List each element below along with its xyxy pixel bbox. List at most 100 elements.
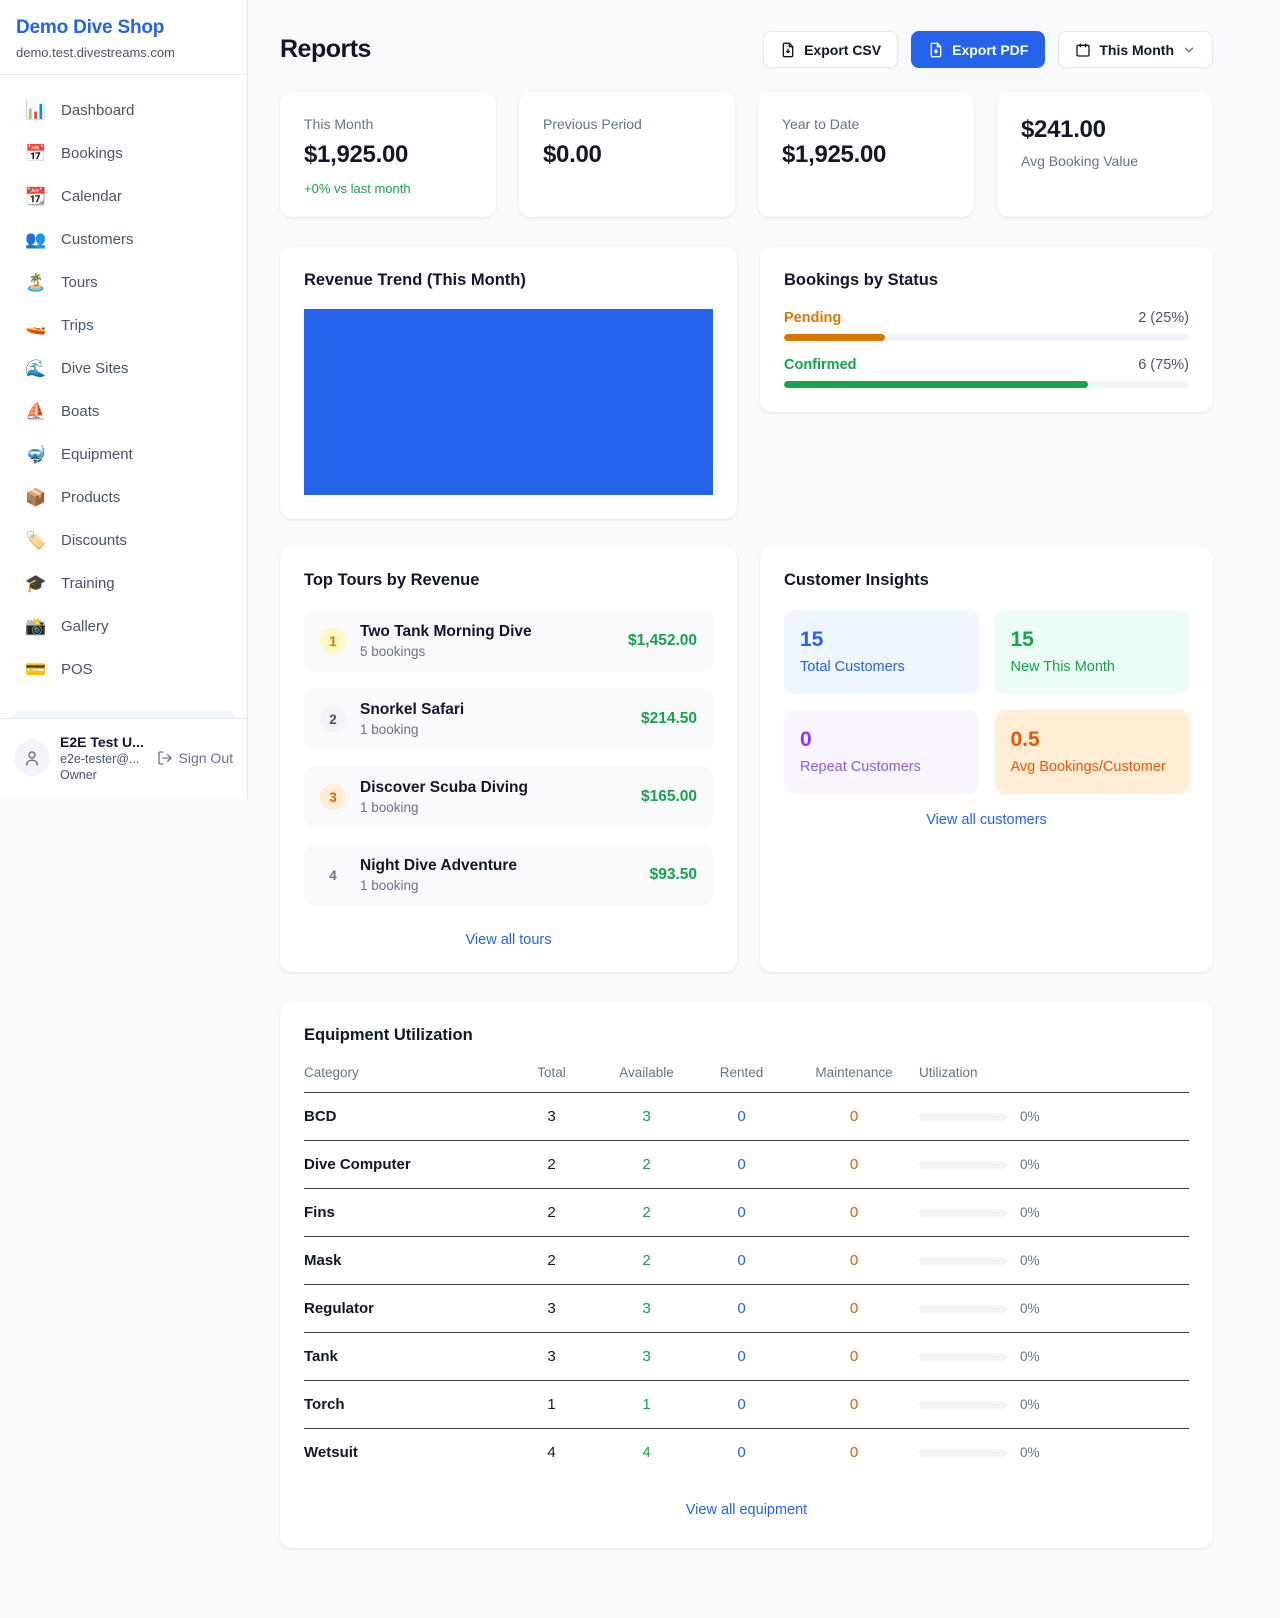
utilization-bar: [919, 1352, 1007, 1361]
status-value: 2 (25%): [1138, 310, 1189, 326]
col-total: Total: [537, 1065, 566, 1080]
tile-avg-bookings: 0.5 Avg Bookings/Customer: [994, 710, 1189, 794]
table-row: BCD 3 3 0 0 0%: [304, 1093, 1189, 1141]
sidebar-item-dive-sites[interactable]: 🌊 Dive Sites: [25, 359, 129, 378]
row-revenue-status: Revenue Trend (This Month) Bookings by S…: [280, 247, 1213, 519]
chevron-down-icon: [1184, 47, 1194, 52]
utilization-percent: 0%: [1020, 1253, 1040, 1268]
tour-amount: $165.00: [640, 788, 697, 805]
speedboat-icon: 🚤: [25, 316, 47, 335]
utilization-bar: [919, 1208, 1007, 1217]
sidebar-item-products[interactable]: 📦 Products: [25, 488, 121, 507]
avatar: [14, 740, 50, 776]
tour-item: 3 Discover Scuba Diving 1 booking $165.0…: [304, 766, 713, 828]
customer-insights-card: Customer Insights 15 Total Customers 15 …: [760, 547, 1213, 972]
user-name: E2E Test U...: [60, 734, 144, 750]
utilization-bar: [919, 1112, 1007, 1121]
status-bar-track: [784, 381, 1189, 388]
col-category: Category: [304, 1065, 359, 1080]
sidebar-nav: 📊 Dashboard 📅 Bookings 📆 Calendar 👥 Cust…: [0, 75, 247, 691]
col-rented: Rented: [719, 1065, 764, 1080]
tour-name: Two Tank Morning Dive: [360, 623, 532, 640]
tile-new-this-month: 15 New This Month: [994, 610, 1189, 694]
export-csv-button[interactable]: Export CSV: [763, 31, 899, 68]
utilization-percent: 0%: [1020, 1109, 1040, 1124]
topbar: Reports Export CSV Export PDF This Month: [280, 31, 1213, 68]
export-pdf-button[interactable]: Export PDF: [911, 31, 1046, 68]
user-email: e2e-tester@...: [60, 752, 140, 766]
row-tours-insights: Top Tours by Revenue 1 Two Tank Morning …: [280, 547, 1213, 972]
rank-badge: 3: [320, 784, 346, 810]
sidebar-item-tours[interactable]: 🏝️ Tours: [25, 273, 98, 292]
rank-badge: 1: [320, 628, 346, 654]
sidebar-item-equipment[interactable]: 🤿 Equipment: [25, 445, 133, 464]
sidebar-item-discounts[interactable]: 🏷️ Discounts: [25, 531, 127, 550]
view-all-tours-link[interactable]: View all tours: [465, 932, 552, 948]
utilization-bar: [919, 1160, 1007, 1169]
sidebar-item-reports-selected-partial[interactable]: [12, 711, 235, 718]
sidebar-item-pos[interactable]: 💳 POS: [25, 660, 93, 679]
equipment-utilization-card: Equipment Utilization Category Total Ava…: [280, 1002, 1213, 1548]
calendar-date-icon: 📅: [25, 144, 47, 163]
file-download-icon: [782, 42, 794, 57]
tour-amount: $93.50: [649, 866, 697, 883]
view-all-equipment-link[interactable]: View all equipment: [685, 1502, 808, 1518]
table-row: Regulator 3 3 0 0 0%: [304, 1285, 1189, 1333]
sidebar-item-bookings[interactable]: 📅 Bookings: [25, 144, 123, 163]
insight-grid: 15 Total Customers 15 New This Month 0 R…: [784, 610, 1189, 794]
stats-row: This Month $1,925.00 +0% vs last month P…: [280, 92, 1213, 217]
tour-name: Discover Scuba Diving: [360, 779, 528, 796]
tour-item: 1 Two Tank Morning Dive 5 bookings $1,45…: [304, 610, 713, 672]
bookings-by-status-card: Bookings by Status Pending 2 (25%) Confi…: [760, 247, 1213, 412]
credit-card-icon: 💳: [25, 660, 47, 679]
tour-bookings: 1 booking: [360, 878, 419, 893]
view-all-customers-link[interactable]: View all customers: [926, 812, 1047, 828]
camera-icon: 📸: [25, 617, 47, 636]
package-icon: 📦: [25, 488, 47, 507]
sidebar-item-calendar[interactable]: 📆 Calendar: [25, 187, 122, 206]
utilization-bar: [919, 1448, 1007, 1457]
user-info: E2E Test U... e2e-tester@... Owner: [60, 734, 144, 782]
tile-total-customers: 15 Total Customers: [784, 610, 979, 694]
stat-card-this-month: This Month $1,925.00 +0% vs last month: [280, 92, 496, 217]
period-dropdown[interactable]: This Month: [1058, 31, 1213, 68]
sidebar-item-boats[interactable]: ⛵ Boats: [25, 402, 100, 421]
sidebar-item-gallery[interactable]: 📸 Gallery: [25, 617, 109, 636]
diving-mask-icon: 🤿: [25, 445, 47, 464]
tour-amount: $1,452.00: [628, 632, 697, 649]
status-row-confirmed: Confirmed 6 (75%): [784, 357, 1189, 388]
utilization-bar: [919, 1256, 1007, 1265]
utilization-percent: 0%: [1020, 1205, 1040, 1220]
tour-amount: $214.50: [640, 710, 697, 727]
sign-out-button[interactable]: Sign Out: [157, 750, 233, 766]
utilization-percent: 0%: [1020, 1349, 1040, 1364]
logout-icon: [157, 751, 172, 765]
sailboat-icon: ⛵: [25, 402, 47, 421]
user-box: E2E Test U... e2e-tester@... Owner Sign …: [0, 718, 247, 799]
sidebar-item-training[interactable]: 🎓 Training: [25, 574, 115, 593]
tour-bookings: 1 booking: [360, 722, 419, 737]
brand-block: Demo Dive Shop demo.test.divestreams.com: [0, 0, 247, 75]
status-label: Confirmed: [784, 357, 857, 373]
table-row: Tank 3 3 0 0 0%: [304, 1333, 1189, 1381]
top-tours-card: Top Tours by Revenue 1 Two Tank Morning …: [280, 547, 737, 972]
page-title: Reports: [280, 35, 371, 63]
col-maintenance: Maintenance: [815, 1065, 893, 1080]
sidebar: Demo Dive Shop demo.test.divestreams.com…: [0, 0, 248, 799]
table-row: Torch 1 1 0 0 0%: [304, 1381, 1189, 1429]
sidebar-item-trips[interactable]: 🚤 Trips: [25, 316, 94, 335]
brand-name[interactable]: Demo Dive Shop: [16, 17, 165, 38]
table-row: Fins 2 2 0 0 0%: [304, 1189, 1189, 1237]
sidebar-item-dashboard[interactable]: 📊 Dashboard: [25, 101, 135, 120]
user-role: Owner: [60, 768, 97, 782]
table-row: Mask 2 2 0 0 0%: [304, 1237, 1189, 1285]
wave-icon: 🌊: [25, 359, 47, 378]
island-icon: 🏝️: [25, 273, 47, 292]
tour-bookings: 5 bookings: [360, 644, 426, 659]
status-bar-fill: [784, 334, 886, 341]
topbar-actions: Export CSV Export PDF This Month: [763, 31, 1213, 68]
main-content: Reports Export CSV Export PDF This Month…: [248, 0, 1280, 1618]
sidebar-item-customers[interactable]: 👥 Customers: [25, 230, 134, 249]
equipment-table: Category Total Available Rented Maintena…: [304, 1065, 1189, 1476]
rank-badge: 2: [320, 706, 346, 732]
